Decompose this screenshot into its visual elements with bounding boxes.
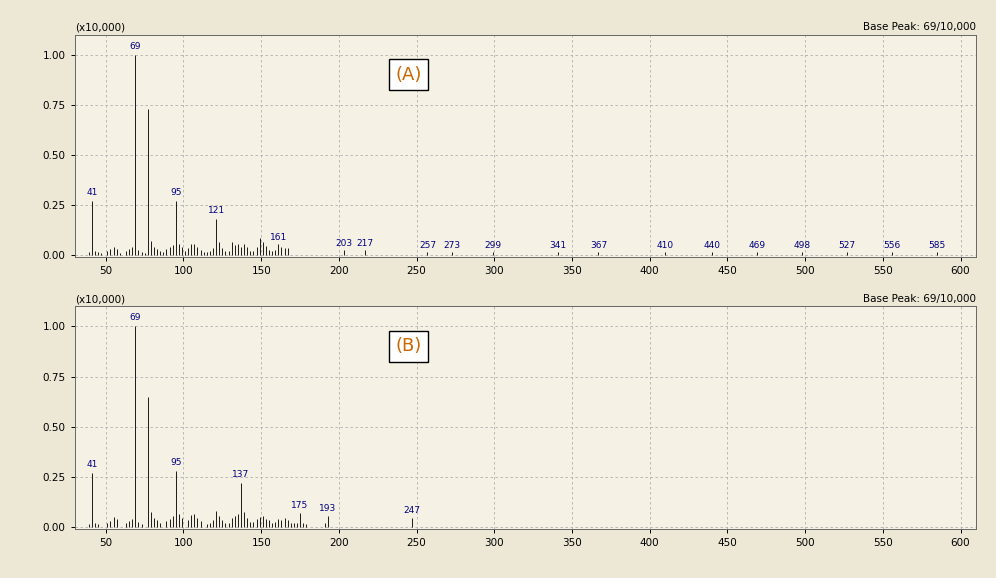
- Text: 95: 95: [170, 188, 181, 197]
- Text: 95: 95: [170, 458, 181, 466]
- Text: 469: 469: [748, 240, 766, 250]
- Text: 137: 137: [232, 470, 250, 479]
- Text: (x10,000): (x10,000): [75, 23, 124, 32]
- Text: 69: 69: [129, 313, 141, 323]
- Text: 410: 410: [656, 240, 674, 250]
- Text: 527: 527: [839, 240, 856, 250]
- Text: 367: 367: [590, 240, 607, 250]
- Text: 193: 193: [320, 504, 337, 513]
- Text: (x10,000): (x10,000): [75, 294, 124, 304]
- Text: 121: 121: [207, 206, 225, 215]
- Text: 247: 247: [403, 506, 420, 515]
- Text: 556: 556: [883, 240, 900, 250]
- Text: Base Peak: 69/10,000: Base Peak: 69/10,000: [864, 23, 976, 32]
- Text: (B): (B): [395, 338, 421, 355]
- Text: 585: 585: [928, 240, 946, 250]
- Text: Base Peak: 69/10,000: Base Peak: 69/10,000: [864, 294, 976, 304]
- Text: 217: 217: [357, 239, 374, 248]
- Text: 41: 41: [86, 188, 98, 197]
- Text: 273: 273: [444, 240, 461, 250]
- Text: 299: 299: [484, 240, 501, 250]
- Text: 175: 175: [292, 501, 309, 510]
- Text: 440: 440: [703, 240, 720, 250]
- Text: 203: 203: [335, 239, 353, 248]
- Text: 498: 498: [794, 240, 811, 250]
- Text: 41: 41: [86, 460, 98, 469]
- Text: 257: 257: [419, 240, 436, 250]
- Text: 341: 341: [550, 240, 567, 250]
- Text: 161: 161: [270, 233, 287, 242]
- Text: 69: 69: [129, 42, 141, 51]
- Text: (A): (A): [395, 66, 421, 84]
